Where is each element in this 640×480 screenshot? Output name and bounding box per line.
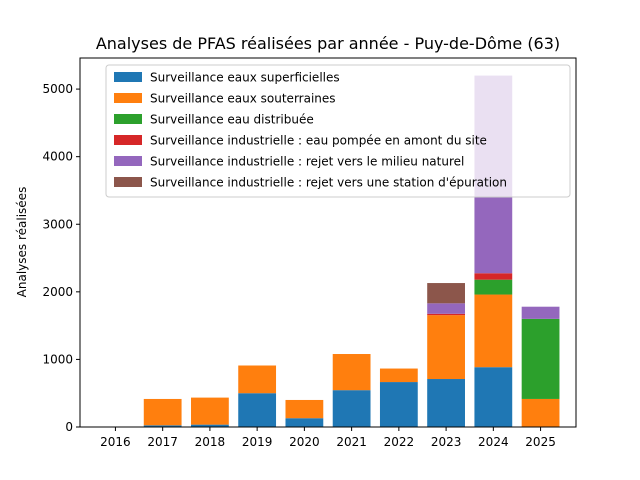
- bar-s0-2022: [379, 382, 418, 427]
- bar-s0-2024: [474, 367, 513, 427]
- x-tick-label-2024: 2024: [478, 435, 509, 449]
- bar-s1-2020: [285, 399, 324, 419]
- x-tick-label-2018: 2018: [195, 435, 226, 449]
- legend-label-1: Surveillance eaux souterraines: [150, 92, 336, 106]
- bar-s0-2018: [191, 424, 229, 427]
- bar-s1-2024: [474, 294, 513, 368]
- x-tick-label-2023: 2023: [431, 435, 462, 449]
- x-tick-label-2017: 2017: [147, 435, 178, 449]
- legend-box: [105, 64, 571, 198]
- legend: Surveillance eaux superficielles Surveill…: [105, 64, 571, 198]
- x-tick-label-2025: 2025: [525, 435, 556, 449]
- bar-s2-2025: [521, 318, 560, 399]
- x-tick-label-2022: 2022: [384, 435, 415, 449]
- legend-label-2: Surveillance eau distribuée: [150, 113, 314, 127]
- bar-s0-2021: [332, 390, 371, 427]
- bar-s1-2022: [379, 368, 418, 383]
- legend-label-5: Surveillance industrielle : rejet vers u…: [150, 176, 507, 190]
- legend-label-0: Surveillance eaux superficielles: [150, 71, 340, 85]
- bar-s1-2021: [332, 354, 371, 391]
- legend-swatch-5: [114, 177, 142, 187]
- bar-s5-2023: [427, 283, 465, 304]
- bar-s1-2018: [191, 397, 229, 425]
- legend-swatch-0: [114, 72, 142, 82]
- bar-s3-2023: [427, 313, 465, 316]
- y-tick-label-4000: 4000: [42, 150, 73, 164]
- bar-s1-2025: [521, 398, 560, 427]
- legend-swatch-3: [114, 135, 142, 145]
- x-tick-label-2019: 2019: [242, 435, 273, 449]
- plot-frame: [79, 57, 577, 428]
- legend-label-3: Surveillance industrielle : eau pompée e…: [150, 134, 487, 148]
- y-tick-label-3000: 3000: [42, 217, 73, 231]
- legend-swatch-2: [114, 114, 142, 124]
- x-axis: 2016 2017 2018 2019 2020 2021 2022 2023 2024 2025: [100, 427, 556, 449]
- y-axis: 0 1000 2000 3000 4000 5000: [42, 82, 80, 434]
- legend-swatch-4: [114, 156, 142, 166]
- bar-s1-2017: [143, 398, 182, 426]
- y-tick-label-0: 0: [65, 420, 73, 434]
- bar-s3-2024: [474, 273, 513, 280]
- bar-s0-2017: [143, 425, 182, 427]
- x-tick-label-2021: 2021: [336, 435, 367, 449]
- bar-s2-2024: [474, 279, 513, 295]
- x-tick-label-2020: 2020: [289, 435, 320, 449]
- bar-s4-2023: [427, 303, 465, 314]
- bar-s1-2019: [238, 365, 277, 394]
- legend-swatch-1: [114, 93, 142, 103]
- bar-s0-2019: [238, 393, 277, 427]
- bar-s0-2023: [427, 379, 465, 427]
- bar-s4-2025: [521, 306, 560, 319]
- bar-s1-2023: [427, 315, 465, 380]
- y-tick-label-5000: 5000: [42, 82, 73, 96]
- y-tick-label-1000: 1000: [42, 352, 73, 366]
- chart-title: Analyses de PFAS réalisées par année - P…: [96, 34, 560, 53]
- legend-label-4: Surveillance industrielle : rejet vers l…: [150, 155, 464, 169]
- y-axis-label: Analyses réalisées: [15, 187, 29, 298]
- bar-s0-2020: [285, 418, 324, 427]
- x-tick-label-2016: 2016: [100, 435, 131, 449]
- y-tick-label-2000: 2000: [42, 285, 73, 299]
